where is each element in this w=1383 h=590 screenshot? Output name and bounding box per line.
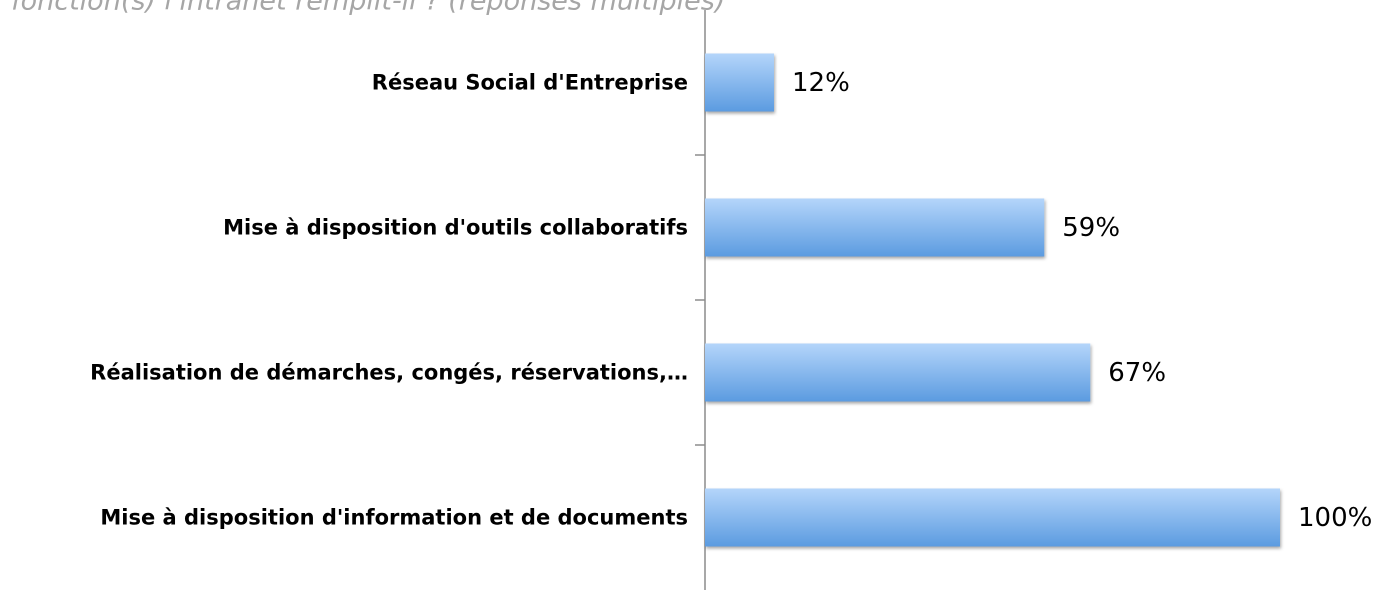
category-label: Réseau Social d'Entreprise	[372, 71, 688, 95]
category-label: Réalisation de démarches, congés, réserv…	[90, 361, 688, 385]
bar	[705, 343, 1091, 402]
category-label: Mise à disposition d'information et de d…	[100, 506, 688, 530]
value-label: 12%	[792, 68, 850, 98]
value-label: 100%	[1298, 503, 1372, 533]
bar	[705, 488, 1280, 547]
category-label: Mise à disposition d'outils collaboratif…	[223, 216, 688, 240]
chart-title: ) fonction(s) l'intranet remplit-il ? (r…	[0, 0, 725, 17]
bar	[705, 53, 774, 112]
value-label: 67%	[1108, 358, 1166, 388]
bar	[705, 198, 1045, 257]
value-label: 59%	[1062, 213, 1120, 243]
